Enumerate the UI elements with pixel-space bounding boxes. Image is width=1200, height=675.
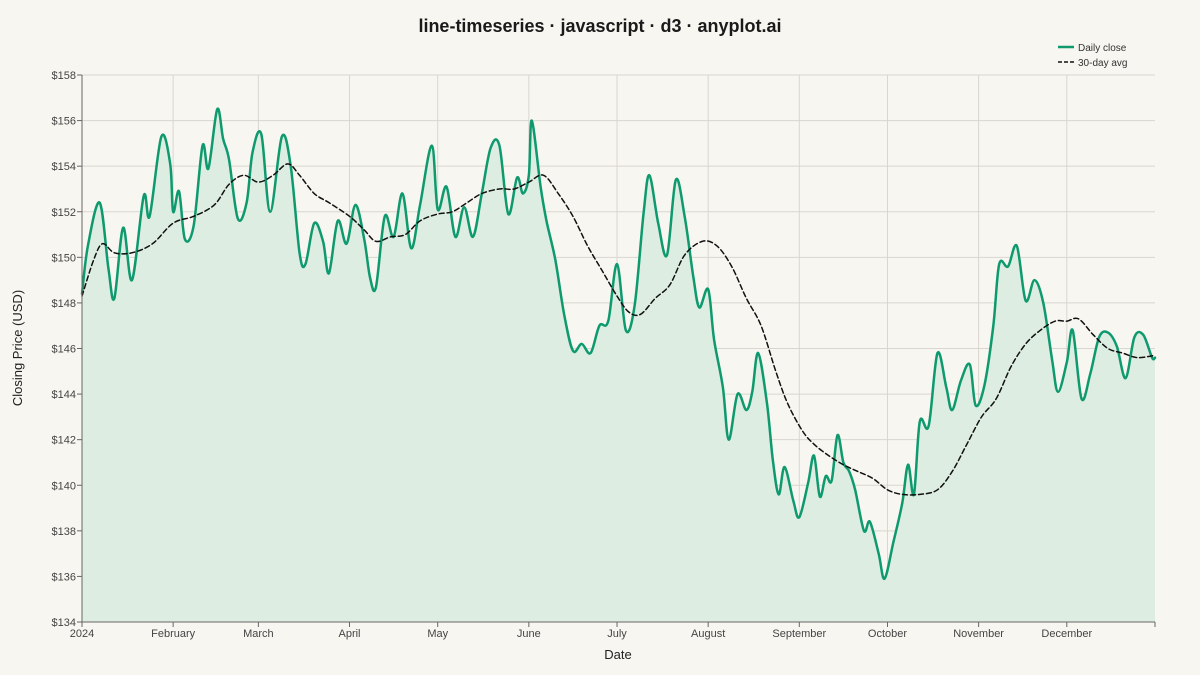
- y-tick-label: $156: [52, 116, 76, 128]
- y-axis-title: Closing Price (USD): [10, 290, 25, 406]
- y-tick-label: $142: [52, 435, 76, 447]
- x-tick-label: December: [1041, 628, 1092, 640]
- chart-title: line-timeseries · javascript · d3 · anyp…: [418, 16, 781, 36]
- y-tick-label: $134: [52, 617, 76, 629]
- avg-series-line: [81, 163, 1156, 496]
- x-tick-label: October: [868, 628, 907, 640]
- x-tick-label: September: [772, 628, 826, 640]
- y-tick-label: $158: [52, 70, 76, 82]
- close-series-line: [80, 107, 1157, 580]
- x-tick-label: July: [607, 628, 627, 640]
- x-tick-label: March: [243, 628, 274, 640]
- series-lines: [80, 107, 1157, 580]
- area-layer: [82, 108, 1155, 623]
- x-tick-label: August: [691, 628, 725, 640]
- y-tick-label: $136: [52, 571, 76, 583]
- y-tick-label: $148: [52, 298, 76, 310]
- x-tick-label: February: [151, 628, 196, 640]
- legend: Daily close 30-day avg: [1058, 43, 1127, 69]
- y-tick-label: $150: [52, 252, 76, 264]
- y-tick-label: $154: [52, 161, 76, 173]
- legend-label: 30-day avg: [1078, 58, 1127, 69]
- y-tick-label: $146: [52, 344, 76, 356]
- x-tick-label: May: [427, 628, 448, 640]
- y-tick-label: $144: [52, 389, 76, 401]
- x-axis-title: Date: [604, 647, 631, 662]
- y-tick-label: $152: [52, 207, 76, 219]
- y-tick-label: $138: [52, 526, 76, 538]
- x-tick-label: June: [517, 628, 541, 640]
- legend-label: Daily close: [1078, 43, 1127, 54]
- axes: $134 $136 $138 $140 $142 $144 $146 $148 $150 $152…: [52, 70, 1156, 640]
- x-tick-label: 2024: [70, 628, 94, 640]
- x-tick-label: April: [339, 628, 361, 640]
- y-tick-label: $140: [52, 480, 76, 492]
- daily-close-area: [82, 108, 1155, 623]
- x-tick-label: November: [953, 628, 1004, 640]
